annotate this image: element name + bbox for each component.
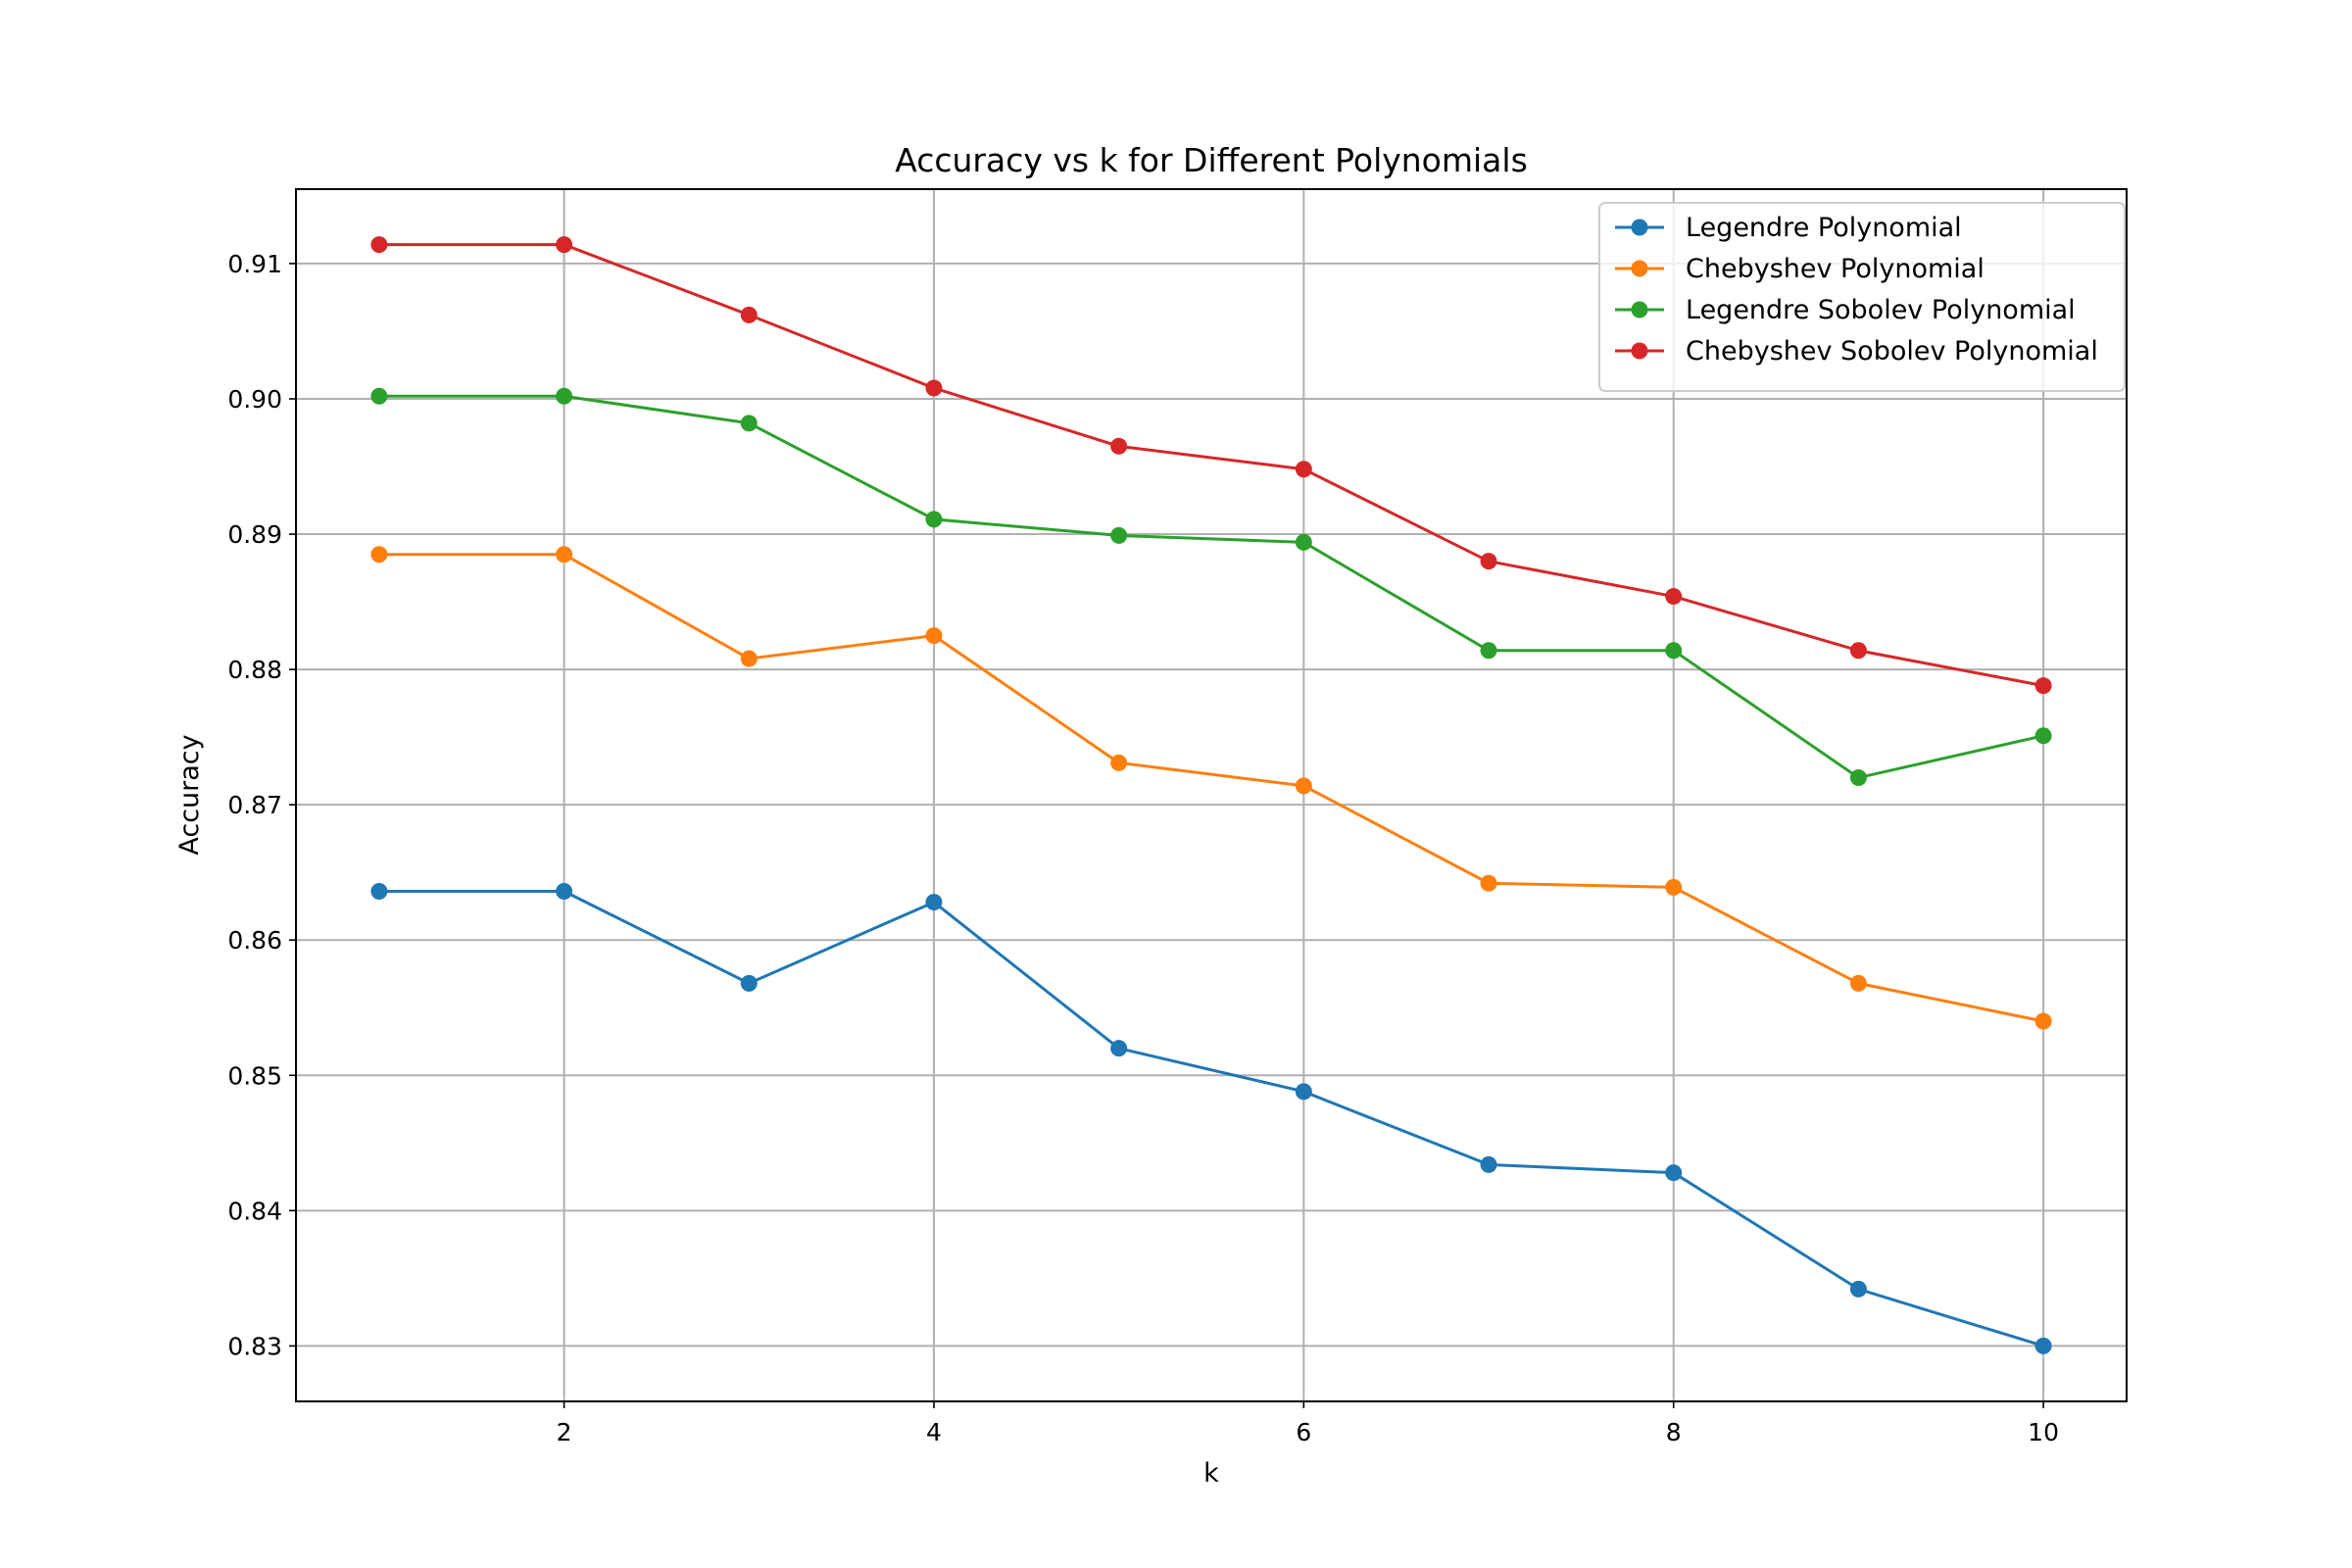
series-line xyxy=(377,890,2045,1348)
data-point xyxy=(1110,526,1128,544)
data-point xyxy=(1295,533,1312,551)
x-tick-label: 6 xyxy=(1296,1418,1311,1446)
data-point xyxy=(2034,727,2052,745)
data-point xyxy=(1480,874,1497,892)
data-point xyxy=(1665,588,1683,606)
y-tick-label: 0.85 xyxy=(227,1061,282,1090)
legend-label: Chebyshev Polynomial xyxy=(1686,254,1984,284)
legend-item: Legendre Polynomial xyxy=(1615,213,1962,243)
data-point xyxy=(1295,777,1312,795)
legend-label: Chebyshev Sobolev Polynomial xyxy=(1686,336,2098,367)
data-point xyxy=(1849,974,1867,992)
data-point xyxy=(925,379,943,397)
data-point xyxy=(1295,1083,1312,1101)
y-tick-label: 0.89 xyxy=(227,520,282,549)
data-point xyxy=(740,650,758,667)
legend-item: Chebyshev Polynomial xyxy=(1615,254,1984,284)
grid xyxy=(296,189,2127,1401)
data-point xyxy=(1665,642,1683,660)
axis-ticks: 2 4 6 8 10 0.83 0.84 0.85 0.86 0.87 0.88 0.89 0.90 0.… xyxy=(227,250,2059,1446)
chart-title: Accuracy vs k for Different Polynomials xyxy=(895,141,1528,179)
y-tick-label: 0.91 xyxy=(227,250,282,278)
legend-marker xyxy=(1631,301,1648,318)
data-point xyxy=(1849,769,1867,787)
x-tick-label: 2 xyxy=(557,1418,572,1446)
data-point xyxy=(740,415,758,432)
series-2 xyxy=(370,546,2052,1030)
data-point xyxy=(556,236,573,254)
y-tick-label: 0.84 xyxy=(227,1197,282,1225)
data-point xyxy=(925,511,943,528)
series-layer xyxy=(370,236,2052,1354)
x-tick-label: 10 xyxy=(2028,1418,2059,1446)
series-line xyxy=(377,394,2045,780)
data-point xyxy=(925,627,943,645)
legend: Legendre Polynomial Chebyshev Polynomial L… xyxy=(1598,202,2126,392)
legend-item: Legendre Sobolev Polynomial xyxy=(1615,295,2076,325)
data-point xyxy=(925,894,943,911)
data-point xyxy=(370,236,388,254)
y-tick-label: 0.83 xyxy=(227,1332,282,1360)
data-point xyxy=(1480,553,1497,570)
x-tick-label: 8 xyxy=(1666,1418,1682,1446)
x-axis-label: k xyxy=(1203,1458,1219,1489)
legend-item: Chebyshev Sobolev Polynomial xyxy=(1615,336,2098,367)
series-1 xyxy=(370,883,2052,1354)
y-tick-label: 0.90 xyxy=(227,385,282,414)
y-tick-label: 0.87 xyxy=(227,791,282,819)
data-point xyxy=(556,546,573,564)
data-point xyxy=(1110,437,1128,455)
y-tick-label: 0.88 xyxy=(227,656,282,684)
data-point xyxy=(1110,1040,1128,1057)
data-point xyxy=(370,883,388,901)
data-point xyxy=(740,306,758,323)
data-point xyxy=(2034,1337,2052,1354)
data-point xyxy=(370,546,388,564)
x-tick-label: 4 xyxy=(926,1418,942,1446)
data-point xyxy=(1480,642,1497,660)
data-point xyxy=(740,974,758,992)
legend-frame xyxy=(1598,202,2126,392)
series-3 xyxy=(370,387,2052,787)
data-point xyxy=(1480,1155,1497,1173)
data-point xyxy=(2034,1012,2052,1030)
y-axis-label: Accuracy xyxy=(174,734,205,855)
data-point xyxy=(1665,878,1683,896)
legend-label: Legendre Sobolev Polynomial xyxy=(1686,295,2076,325)
data-point xyxy=(556,387,573,405)
legend-marker xyxy=(1631,219,1648,236)
data-point xyxy=(556,883,573,901)
legend-marker xyxy=(1631,260,1648,277)
series-4 xyxy=(370,236,2052,695)
y-tick-label: 0.86 xyxy=(227,926,282,955)
data-point xyxy=(2034,677,2052,695)
data-point xyxy=(1849,1280,1867,1298)
data-point xyxy=(1110,754,1128,771)
plot-area-frame xyxy=(295,188,2128,1402)
legend-marker xyxy=(1631,342,1648,360)
series-line xyxy=(377,243,2045,688)
data-point xyxy=(1295,461,1312,478)
data-point xyxy=(370,387,388,405)
series-line xyxy=(377,553,2045,1023)
legend-label: Legendre Polynomial xyxy=(1686,213,1962,243)
data-point xyxy=(1849,642,1867,660)
data-point xyxy=(1665,1164,1683,1182)
